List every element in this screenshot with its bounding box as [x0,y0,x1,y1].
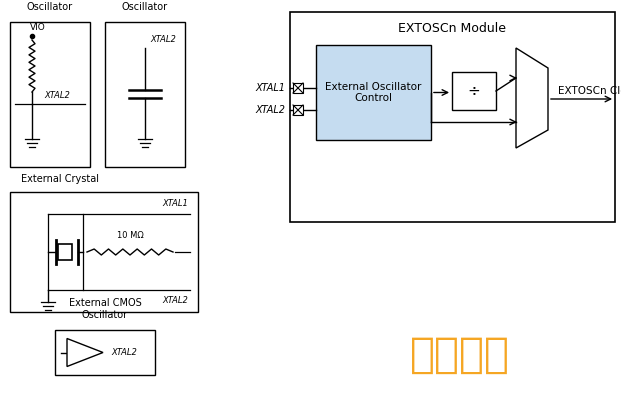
Bar [293,83,303,93]
Text: External Crystal: External Crystal [21,174,99,184]
Bar [293,105,303,115]
Text: External RC
Oscillator: External RC Oscillator [22,0,78,12]
Text: EXTOSCn Clock: EXTOSCn Clock [558,86,621,96]
Text: XTAL1: XTAL1 [162,199,188,208]
Text: External C
Oscillator: External C Oscillator [120,0,170,12]
Text: VIO: VIO [30,23,46,32]
Text: External CMOS
Oscillator: External CMOS Oscillator [69,298,142,320]
Text: XTAL2: XTAL2 [150,36,176,45]
Text: XTAL1: XTAL1 [255,83,285,93]
Text: 10 MΩ: 10 MΩ [117,231,143,240]
Polygon shape [67,338,103,367]
Bar [55,330,155,375]
Text: XTAL2: XTAL2 [111,348,137,357]
Text: XTAL2: XTAL2 [44,91,70,100]
Text: XTAL2: XTAL2 [162,296,188,305]
Bar [290,12,615,222]
Bar [105,22,185,167]
Polygon shape [516,48,548,148]
Bar [10,192,198,312]
Bar [58,244,72,260]
Text: XTAL2: XTAL2 [255,105,285,115]
Bar [316,45,431,140]
Bar [10,22,90,167]
Text: 统一电子: 统一电子 [410,334,510,376]
Text: ÷: ÷ [468,83,481,99]
Text: EXTOSCn Module: EXTOSCn Module [399,22,507,34]
Bar [452,72,496,110]
Text: External Oscillator
Control: External Oscillator Control [325,82,422,103]
